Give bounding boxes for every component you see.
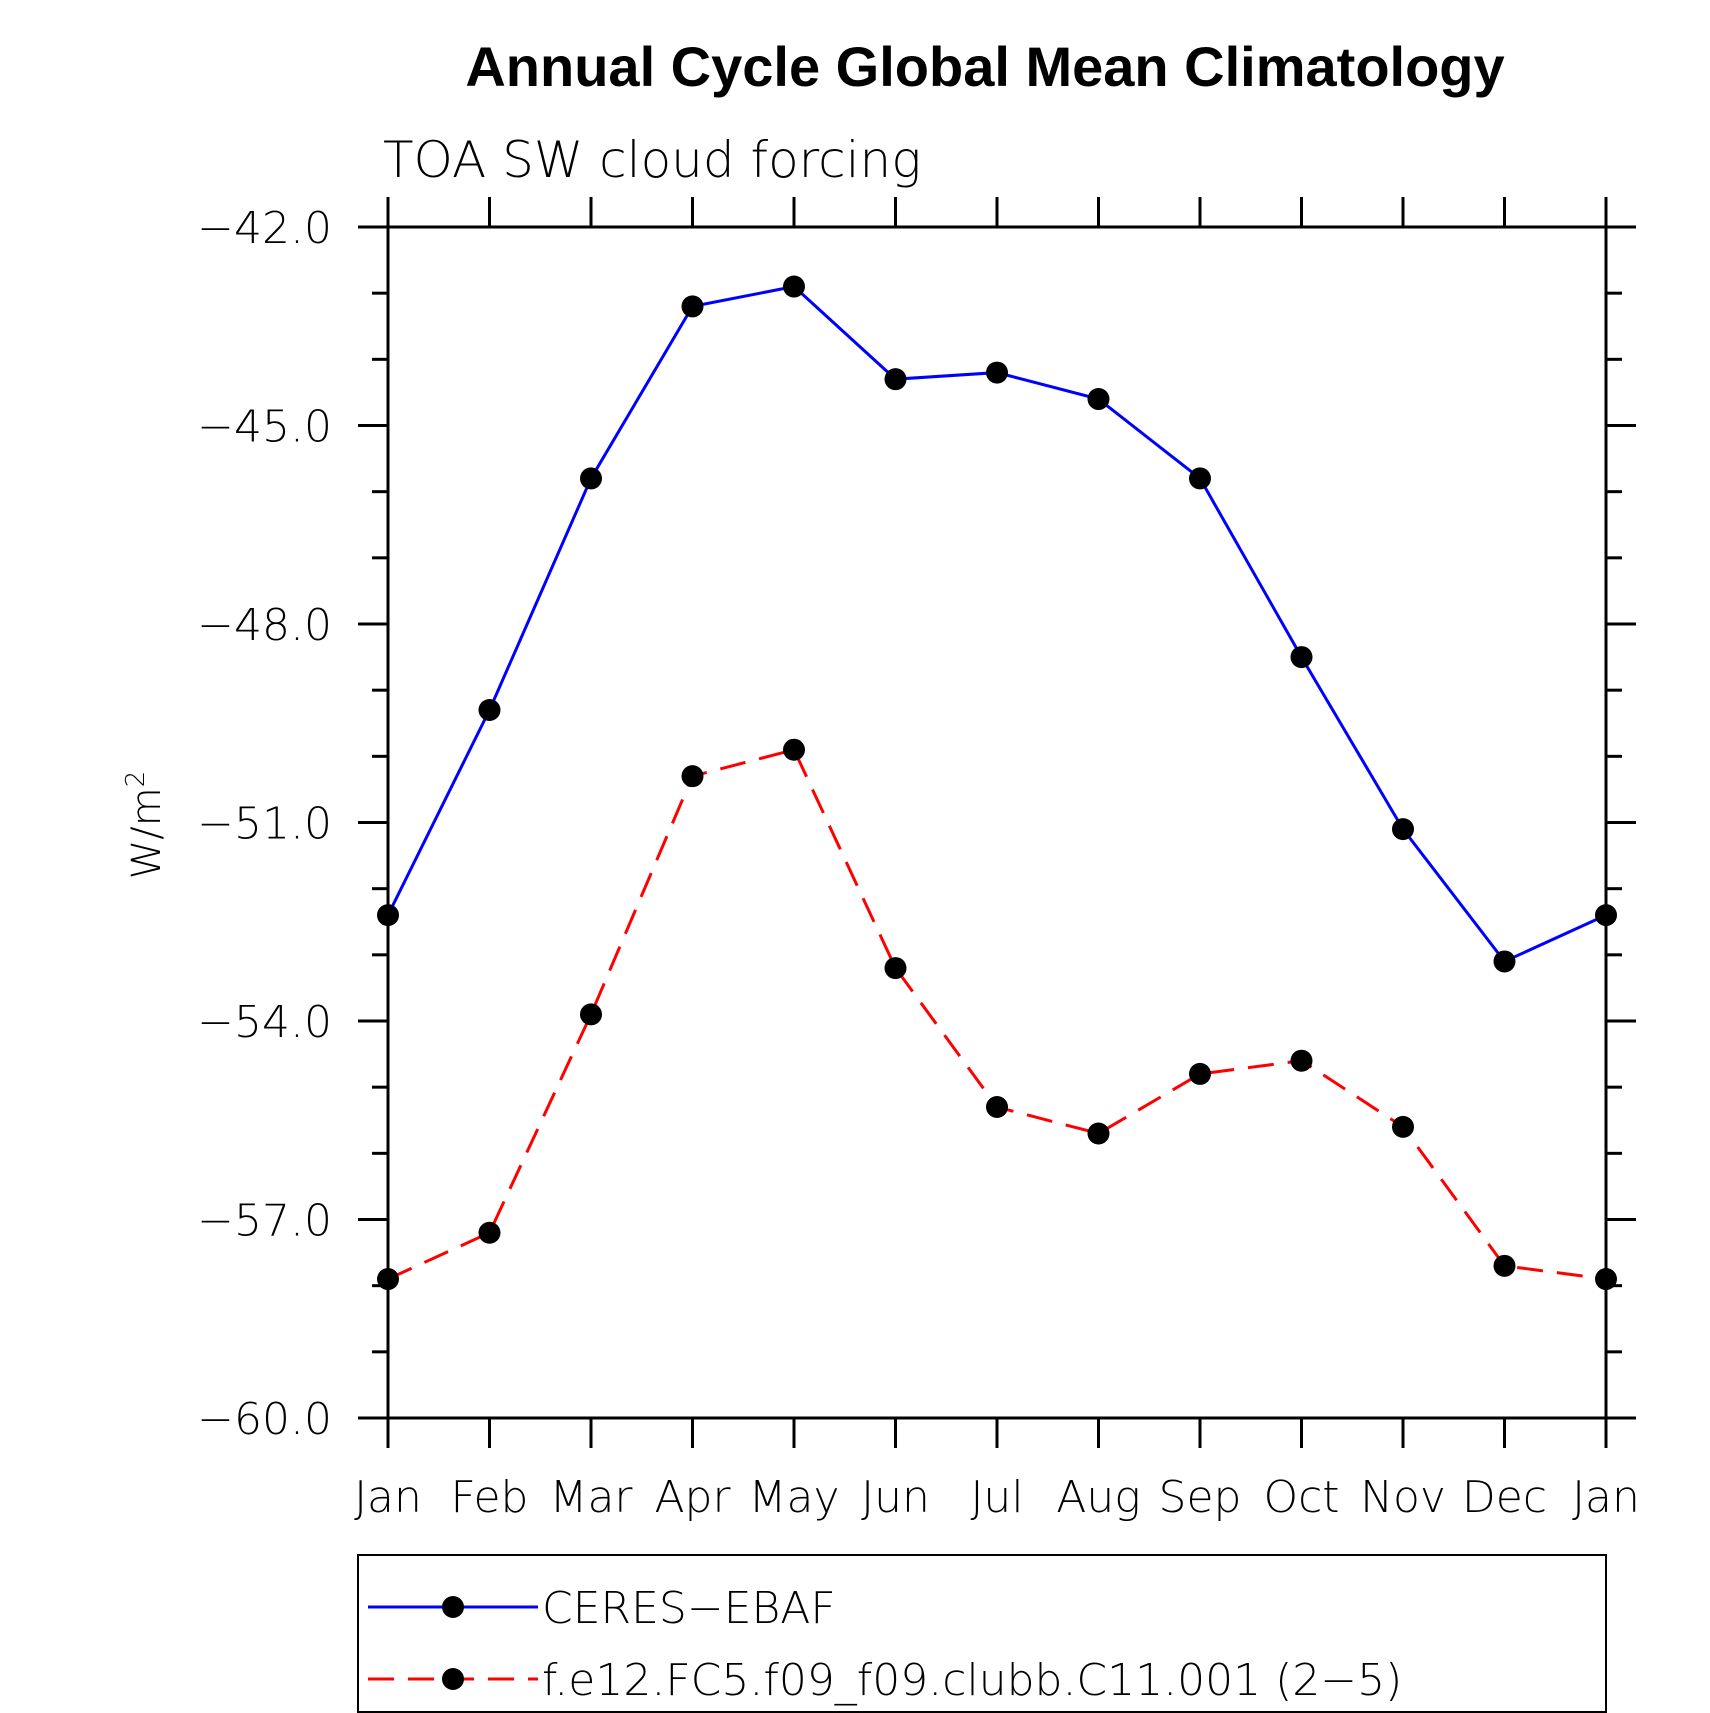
x-tick-label: Jan xyxy=(1572,1472,1640,1523)
x-tick-label: Sep xyxy=(1159,1472,1242,1523)
y-tick-label: −45.0 xyxy=(197,402,332,453)
series-2-point xyxy=(1087,1122,1110,1145)
y-tick-label: −48.0 xyxy=(197,600,332,651)
series-1-point xyxy=(1290,646,1313,669)
y-tick-label: −51.0 xyxy=(197,799,332,850)
x-tick-label: Oct xyxy=(1263,1472,1339,1523)
y-tick-label: −54.0 xyxy=(197,997,332,1048)
svg-text:W/m2: W/m2 xyxy=(121,771,170,880)
plot-frame xyxy=(386,225,1608,1420)
x-tick-label: Apr xyxy=(654,1472,731,1523)
series-2-point xyxy=(783,738,805,761)
series-2-point xyxy=(580,1003,602,1026)
x-tick-label: Jan xyxy=(354,1472,422,1523)
plot-series xyxy=(377,275,1617,1291)
series-2-point xyxy=(1493,1254,1516,1277)
y-tick-label: −57.0 xyxy=(197,1196,332,1247)
x-tick-label: Feb xyxy=(451,1472,529,1523)
legend-frame xyxy=(357,1554,1607,1713)
x-tick-label: May xyxy=(749,1472,840,1523)
series-1-point xyxy=(1392,818,1414,841)
series-1-point xyxy=(1493,950,1516,973)
chart-title: Annual Cycle Global Mean Climatology xyxy=(465,35,1504,98)
series-2-point xyxy=(1189,1062,1211,1085)
y-tick-label: −42.0 xyxy=(197,203,332,254)
legend-label-2: f.e12.FC5.f09_f09.clubb.C11.001 (2−5) xyxy=(542,1655,1402,1706)
series-1-point xyxy=(1087,388,1110,411)
series-2-point xyxy=(884,957,907,980)
series-line-1 xyxy=(386,284,1607,964)
series-1-point xyxy=(986,361,1008,384)
series-1-point xyxy=(884,368,907,391)
series-1-point xyxy=(478,699,501,722)
x-tick-label: Jun xyxy=(861,1472,930,1523)
x-tick-labels: Jan Feb Mar Apr May Jun Jul Aug Sep Oct Nov Dec Jan xyxy=(354,1472,1640,1523)
series-line-2 xyxy=(387,747,1607,1281)
x-tick-label: Jul xyxy=(970,1472,1023,1523)
series-2-point xyxy=(986,1096,1008,1119)
legend-label-1: CERES−EBAF xyxy=(542,1583,836,1634)
series-1-point xyxy=(681,295,704,318)
legend: CERES−EBAF f.e12.FC5.f09_f09.clubb.C11.00… xyxy=(357,1554,1607,1713)
chart-subtitle: TOA SW cloud forcing xyxy=(383,131,921,189)
x-tick-label: Nov xyxy=(1360,1472,1446,1523)
series-1-point xyxy=(783,275,805,298)
series-2-point xyxy=(1392,1115,1414,1138)
y-tick-label: −60.0 xyxy=(197,1394,332,1445)
legend-marker-2 xyxy=(442,1668,464,1690)
y-axis-label-superscript: 2 xyxy=(121,771,151,788)
legend-marker-1 xyxy=(442,1596,464,1618)
y-axis-label: W/m xyxy=(124,787,170,879)
x-tick-label: Aug xyxy=(1056,1472,1140,1523)
y-tick-labels: −42.0 −45.0 −48.0 −51.0 −54.0 −57.0 −60.0 xyxy=(197,203,332,1445)
series-2-point xyxy=(1290,1049,1313,1072)
series-1-point xyxy=(580,467,602,490)
x-tick-label: Mar xyxy=(549,1472,633,1523)
series-2-point xyxy=(478,1221,501,1244)
y-axis-title: W/m2 xyxy=(121,771,170,880)
series-1-point xyxy=(1189,467,1211,490)
x-tick-label: Dec xyxy=(1462,1472,1547,1523)
series-2-point xyxy=(681,765,704,788)
axis-ticks xyxy=(358,197,1636,1448)
